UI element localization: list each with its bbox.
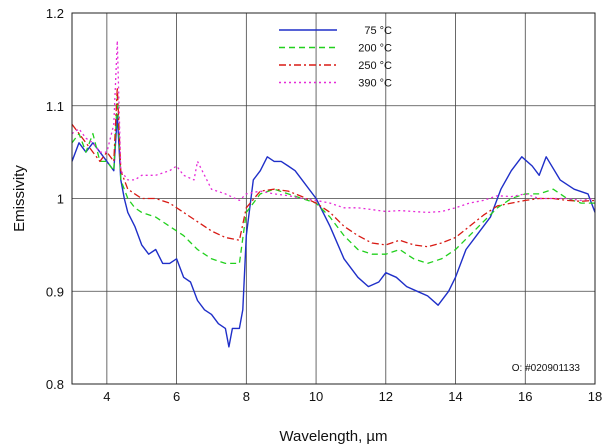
x-tick-label: 18 [588,389,602,404]
y-tick-label: 1 [57,192,64,207]
legend-label-3: 390 °C [358,78,392,90]
y-tick-label: 0.8 [46,377,64,392]
y-tick-label: 1.2 [46,6,64,21]
x-tick-label: 16 [518,389,532,404]
y-tick-label: 0.9 [46,284,64,299]
series-line-0 [71,114,596,348]
x-tick-label: 12 [379,389,393,404]
x-tick-label: 6 [173,389,180,404]
legend-label-1: 200 °C [358,43,392,55]
legend-label-2: 250 °C [358,60,392,72]
plot-frame [71,12,596,385]
x-tick-label: 10 [309,389,323,404]
y-tick-label: 1.1 [46,99,64,114]
y-axis-title: Emissivity [11,165,28,232]
x-tick-label: 4 [103,389,110,404]
series-line-1 [71,95,595,265]
x-axis-title: Wavelength, µm [279,428,387,445]
legend-label-0: 75 °C [364,25,392,37]
x-tick-label: 14 [448,389,462,404]
x-tick-label: 8 [243,389,250,404]
chart-annotation: O: #020901133 [512,363,581,374]
legend: 75 °C 200 °C 250 °C 390 °C [279,25,392,90]
axis-ticks: 4 6 8 10 12 14 16 18 0.8 0.9 1 1.1 1.2 [46,6,602,404]
series-line-2 [71,86,596,248]
series-line-3 [71,40,596,214]
plot-area [71,40,596,348]
